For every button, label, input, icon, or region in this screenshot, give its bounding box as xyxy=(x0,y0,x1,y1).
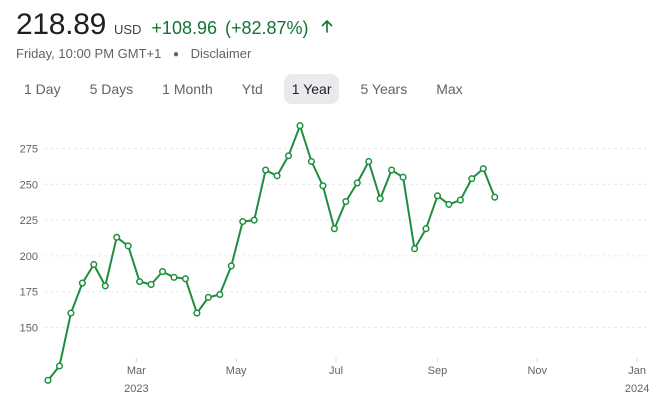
price-header: 218.89 USD +108.96 (+82.87%) xyxy=(16,8,335,44)
range-selector: 1 Day 5 Days 1 Month Ytd 1 Year 5 Years Max xyxy=(16,74,484,104)
data-point[interactable] xyxy=(388,166,396,174)
range-button-ytd[interactable]: Ytd xyxy=(241,81,263,97)
current-price: 218.89 xyxy=(16,8,106,41)
data-point[interactable] xyxy=(136,278,144,286)
range-button-5-days[interactable]: 5 Days xyxy=(89,81,134,97)
data-point[interactable] xyxy=(78,279,86,287)
data-point[interactable] xyxy=(181,275,190,283)
data-point[interactable] xyxy=(158,268,167,276)
x-tick-label: Sep xyxy=(428,365,448,377)
data-point[interactable] xyxy=(342,197,350,206)
data-point[interactable] xyxy=(479,165,487,173)
arrow-up-icon xyxy=(321,20,332,33)
range-button-1-year[interactable]: 1 Year xyxy=(283,74,340,104)
data-point[interactable] xyxy=(296,122,304,130)
quote-meta: Friday, 10:00 PM GMT+1 ● Disclaimer xyxy=(16,46,251,61)
x-tick-year-label: 2024 xyxy=(625,383,649,395)
quote-timestamp: Friday, 10:00 PM GMT+1 xyxy=(16,46,162,61)
price-line xyxy=(47,124,496,381)
data-point[interactable] xyxy=(216,290,224,299)
data-point[interactable] xyxy=(193,309,201,317)
data-point[interactable] xyxy=(399,173,407,181)
range-button-1-day[interactable]: 1 Day xyxy=(24,81,61,97)
y-tick-label: 175 xyxy=(20,287,38,299)
x-tick-label: Nov xyxy=(527,365,547,377)
price-chart: 150 175 200 225 250 275 Mar 2023 May Jul Sep Nov Jan… xyxy=(20,122,649,395)
separator-dot: ● xyxy=(172,49,180,60)
data-point[interactable] xyxy=(319,182,327,190)
x-tick-label: Jan xyxy=(628,365,646,377)
x-tick-label: Mar xyxy=(127,365,146,377)
y-tick-label: 200 xyxy=(20,251,38,263)
y-tick-label: 225 xyxy=(20,215,38,227)
data-point[interactable] xyxy=(376,195,384,203)
data-point[interactable] xyxy=(55,362,64,370)
data-point[interactable] xyxy=(147,280,155,289)
data-point[interactable] xyxy=(353,179,361,187)
disclaimer-link[interactable]: Disclaimer xyxy=(190,46,252,61)
data-point[interactable] xyxy=(124,242,132,250)
data-point[interactable] xyxy=(491,193,499,201)
data-point[interactable] xyxy=(170,273,178,281)
x-tick-label: Jul xyxy=(329,365,343,377)
y-tick-label: 250 xyxy=(20,179,38,191)
range-button-1-month[interactable]: 1 Month xyxy=(162,81,213,97)
y-tick-label: 275 xyxy=(20,144,38,156)
data-point[interactable] xyxy=(250,216,258,224)
data-point[interactable] xyxy=(330,225,338,233)
data-point[interactable] xyxy=(410,245,419,253)
data-point[interactable] xyxy=(284,152,293,160)
y-tick-label: 150 xyxy=(20,322,38,334)
data-point[interactable] xyxy=(227,262,235,270)
data-point[interactable] xyxy=(67,309,75,317)
data-point[interactable] xyxy=(273,172,281,180)
data-point[interactable] xyxy=(456,196,464,204)
data-point[interactable] xyxy=(445,200,453,208)
price-change-percent: (+82.87%) xyxy=(225,18,309,38)
data-point[interactable] xyxy=(262,166,270,174)
data-point[interactable] xyxy=(90,260,98,269)
data-point[interactable] xyxy=(468,175,476,183)
data-point[interactable] xyxy=(307,157,316,166)
data-point[interactable] xyxy=(204,293,212,301)
data-point[interactable] xyxy=(113,233,121,241)
data-point[interactable] xyxy=(101,282,109,290)
data-point[interactable] xyxy=(365,157,373,166)
price-change: +108.96 xyxy=(151,18,217,38)
x-tick-year-label: 2023 xyxy=(124,383,148,395)
data-point[interactable] xyxy=(433,192,442,200)
range-button-max[interactable]: Max xyxy=(436,81,463,97)
currency-code: USD xyxy=(113,22,142,37)
data-point[interactable] xyxy=(422,225,430,233)
range-button-5-years[interactable]: 5 Years xyxy=(360,81,408,97)
x-tick-label: May xyxy=(226,365,247,377)
data-point[interactable] xyxy=(44,376,52,384)
data-point[interactable] xyxy=(239,218,247,226)
